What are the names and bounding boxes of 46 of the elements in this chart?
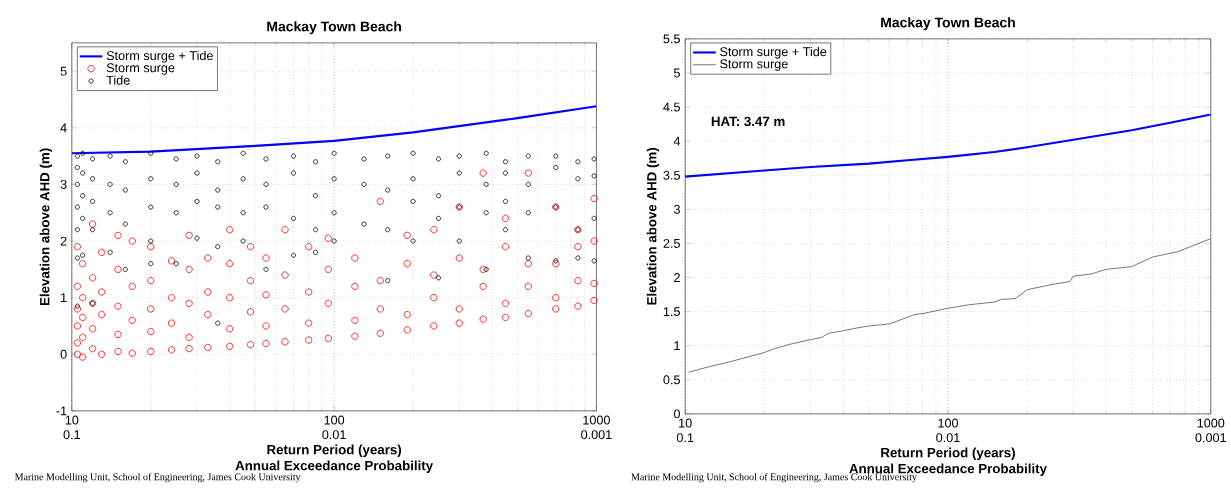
y-tick-label: 0 bbox=[60, 349, 67, 359]
text: 0.001 bbox=[581, 430, 612, 440]
x-tick-label: 10 bbox=[679, 418, 692, 428]
legend-label: Storm surge bbox=[106, 63, 175, 75]
y-tick-label: 0.5 bbox=[663, 375, 680, 385]
y-tick-label: 3 bbox=[673, 205, 680, 214]
y-tick-label: 4 bbox=[673, 136, 681, 146]
chart-title: Mackay Town Beach bbox=[267, 21, 401, 35]
y-tick-label: 1 bbox=[61, 293, 67, 303]
text: 0.001 bbox=[1195, 433, 1226, 443]
x-tick-label: 100 bbox=[938, 418, 959, 428]
text: Marine Modelling Unit, School of Engineering, James Cook University bbox=[631, 473, 917, 483]
legend-label: Storm surge + Tide bbox=[720, 47, 827, 59]
text: 0.01 bbox=[322, 430, 346, 440]
y-tick-label: -1 bbox=[56, 406, 67, 416]
x-tick-label: 100 bbox=[324, 415, 345, 425]
text: 0.01 bbox=[936, 433, 960, 443]
y-tick-label: 5.5 bbox=[663, 34, 680, 44]
chart-title: Mackay Town Beach bbox=[881, 17, 1015, 31]
y-tick-label: 5 bbox=[60, 66, 67, 76]
text: Marine Modelling Unit, School of Engineering, James Cook University bbox=[14, 473, 301, 483]
x-axis-title: Return Period (years) bbox=[267, 444, 402, 458]
y-tick-label: 2.5 bbox=[663, 239, 680, 249]
x-axis-title: Return Period (years) bbox=[881, 447, 1015, 461]
legend-label: Storm surge + Tide bbox=[106, 50, 213, 63]
y-tick-label: 3 bbox=[60, 180, 67, 190]
y-axis-title: Elevation above AHD (m) bbox=[39, 148, 53, 306]
annotation: HAT: 3.47 m bbox=[711, 116, 785, 127]
y-tick-label: 2 bbox=[60, 236, 67, 246]
y-axis-title: Elevation above AHD (m) bbox=[646, 148, 660, 305]
x-tick-label: 10 bbox=[65, 415, 79, 425]
y-tick-label: 3.5 bbox=[663, 170, 680, 180]
x-tick-label: 1000 bbox=[1197, 418, 1225, 428]
text: 0.1 bbox=[63, 430, 80, 440]
y-tick-label: 5 bbox=[673, 68, 680, 78]
y-tick-label: 1.5 bbox=[663, 307, 680, 317]
x2-axis-title: Annual Exceedance Probability bbox=[235, 460, 434, 474]
y-tick-label: 2 bbox=[674, 273, 680, 283]
x-tick-label: 1000 bbox=[583, 415, 610, 425]
y-tick-label: 4.5 bbox=[663, 102, 680, 112]
text: 0.1 bbox=[676, 433, 694, 443]
legend-label: Storm surge bbox=[720, 59, 788, 71]
y-tick-label: 1 bbox=[674, 341, 680, 351]
y-tick-label: 4 bbox=[60, 123, 67, 133]
y-tick-label: 0 bbox=[673, 409, 680, 419]
legend-label: Tide bbox=[106, 75, 130, 85]
